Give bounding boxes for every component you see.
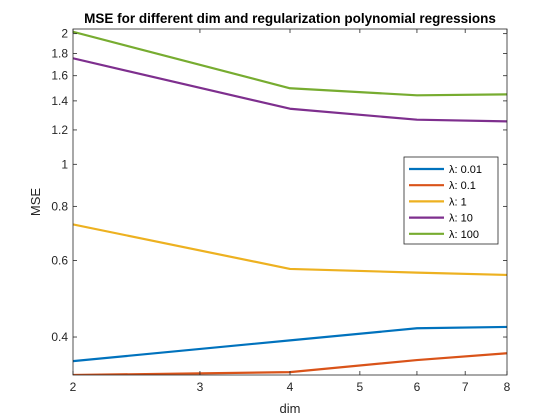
legend-label-4: λ: 10 xyxy=(449,213,473,225)
series-line-5 xyxy=(73,30,507,97)
x-axis-label: dim xyxy=(280,401,301,416)
x-tick-label: 8 xyxy=(504,380,511,394)
series-line-2 xyxy=(73,352,507,375)
chart-title: MSE for different dim and regularization… xyxy=(84,11,496,26)
y-tick-label: 0.6 xyxy=(51,254,68,268)
y-tick-label: 1.6 xyxy=(51,69,68,83)
x-tick-label: 5 xyxy=(357,380,364,394)
series-layer xyxy=(73,30,507,375)
y-tick-label: 0.4 xyxy=(51,330,68,344)
x-tick-label: 2 xyxy=(70,380,77,394)
legend-label-2: λ: 0.1 xyxy=(449,180,476,192)
x-tick-label: 7 xyxy=(462,380,469,394)
legend-label-3: λ: 1 xyxy=(449,196,467,208)
legend-label-1: λ: 0.01 xyxy=(449,164,482,176)
legend-label-5: λ: 100 xyxy=(449,229,479,241)
y-tick-label: 2 xyxy=(61,27,68,41)
x-tick-label: 3 xyxy=(197,380,204,394)
series-line-3 xyxy=(73,223,507,277)
y-tick-label: 1.2 xyxy=(51,123,68,137)
legend: λ: 0.01 λ: 0.1 λ: 1 λ: 10 λ: 100 xyxy=(403,156,499,245)
y-tick-label: 1 xyxy=(61,157,68,171)
x-tick-label: 6 xyxy=(414,380,421,394)
x-tick-label: 4 xyxy=(287,380,294,394)
ticks: 2 3 4 5 6 7 8 0.4 0.6 0.8 1 1.2 1.4 1.6 1.8 2 xyxy=(51,27,510,394)
y-tick-label: 0.8 xyxy=(51,199,68,213)
y-axis-label: MSE xyxy=(28,188,43,217)
series-line-1 xyxy=(73,325,507,363)
y-tick-label: 1.4 xyxy=(51,94,68,108)
y-tick-label: 1.8 xyxy=(51,47,68,61)
series-line-4 xyxy=(73,57,507,123)
